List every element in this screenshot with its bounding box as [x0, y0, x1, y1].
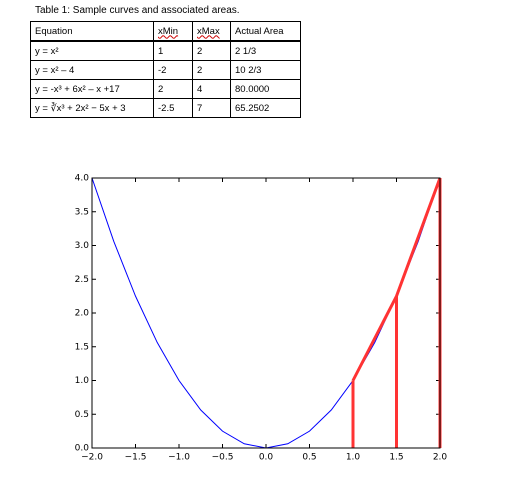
cell-text: y = x²: [35, 45, 59, 57]
x-tick-label: −1.0: [168, 453, 190, 463]
table-caption: Table 1: Sample curves and associated ar…: [35, 5, 240, 16]
cell-text: 2: [197, 45, 203, 57]
table: Equation xMin xMax Actual Area y = x² 1 2 2 1/3…: [30, 21, 301, 118]
cell-text: 2: [158, 83, 164, 95]
cell-text: xMin: [158, 25, 179, 37]
y-tick-label: 3.0: [75, 241, 90, 251]
cell-text: Actual Area: [235, 25, 284, 37]
x-tick-label: 0.0: [259, 453, 274, 463]
cell-text: xMax: [197, 25, 220, 37]
y-tick-label: 2.0: [75, 309, 90, 319]
y-tick-label: 1.0: [75, 376, 90, 386]
x-tick-label: 1.5: [389, 453, 403, 463]
y-tick-label: 1.5: [75, 342, 89, 352]
y-tick-label: 3.5: [75, 207, 89, 217]
cell-text: 2 1/3: [235, 45, 257, 57]
cell-text: 4: [197, 83, 203, 95]
cell-text: 10 2/3: [235, 64, 262, 76]
cell-text: -2: [158, 64, 167, 76]
table-row: y = ∛x³ + 2x² − 5x + 3 -2.5 7 65.2502: [30, 98, 301, 118]
y-tick-label: 4.0: [75, 174, 90, 184]
x-tick-label: 1.0: [346, 453, 361, 463]
x-tick-label: 0.5: [302, 453, 316, 463]
table-row: y = -x³ + 6x² – x +17 2 4 80.0000: [30, 79, 301, 99]
x-tick-label: −0.5: [212, 453, 234, 463]
y-tick-label: 0.5: [75, 410, 89, 420]
cell-text: 2: [197, 64, 203, 76]
x-tick-label: −1.5: [125, 453, 147, 463]
plot-frame: [91, 177, 441, 449]
cell-text: y = -x³ + 6x² – x +17: [35, 83, 120, 95]
cell-text: 65.2502: [235, 102, 270, 114]
cell-text: 7: [197, 102, 203, 114]
cell-text: y = ∛x³ + 2x² − 5x + 3: [35, 102, 126, 114]
x-tick-label: −2.0: [81, 453, 103, 463]
header-row: Equation xMin xMax Actual Area: [30, 21, 301, 42]
cell-text: Equation: [35, 25, 73, 37]
cell-text: -2.5: [158, 102, 175, 114]
table-cell: 65.2502: [230, 98, 301, 118]
y-tick-label: 0.0: [75, 444, 90, 454]
cell-text: 1: [158, 45, 164, 57]
table-cell: Actual Area: [230, 21, 301, 42]
cell-text: 80.0000: [235, 83, 270, 95]
y-tick-label: 2.5: [75, 275, 89, 285]
table-cell: xMax: [192, 21, 231, 42]
x-tick-label: 2.0: [433, 453, 448, 463]
cell-text: y = x² – 4: [35, 64, 75, 76]
